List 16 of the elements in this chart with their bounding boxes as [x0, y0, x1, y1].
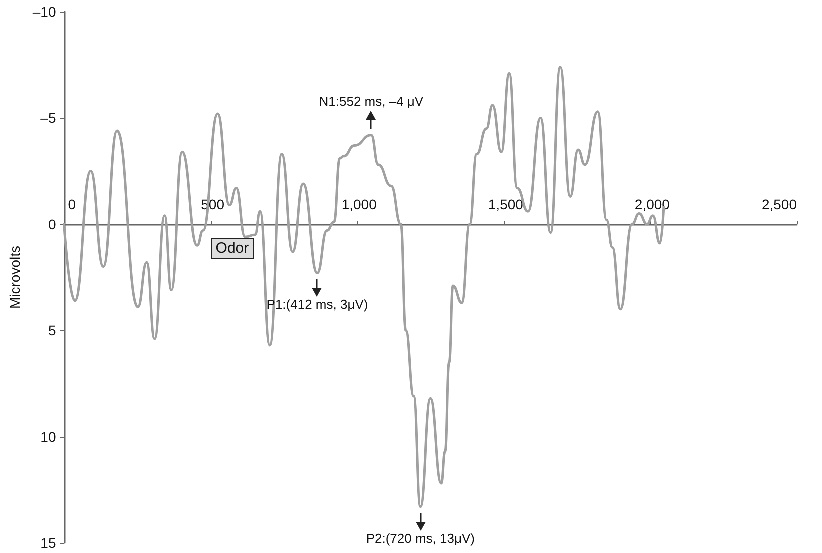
y-tick-label: 0 — [48, 216, 56, 232]
y-tick-label: –5 — [40, 110, 56, 126]
x-tick-label: 2,000 — [634, 196, 670, 212]
x-tick-label: 1,500 — [488, 196, 524, 212]
annotation: Odor — [210, 238, 254, 260]
y-tick-label: 5 — [48, 322, 56, 339]
y-tick-label: 10 — [40, 428, 56, 445]
annotation: P1:(412 ms, 3μV) — [266, 297, 368, 312]
annotation: P2:(720 ms, 13μV) — [366, 530, 475, 546]
y-tick-label: 15 — [40, 535, 56, 551]
x-tick-label: 0 — [68, 196, 76, 212]
y-axis-title: Microvolts — [7, 246, 23, 310]
y-tick-label: –10 — [32, 4, 56, 20]
x-tick-label: 2,500 — [762, 196, 798, 212]
annotation: N1:552 ms, –4 μV — [319, 94, 424, 110]
x-tick-label: 1,000 — [342, 196, 378, 212]
